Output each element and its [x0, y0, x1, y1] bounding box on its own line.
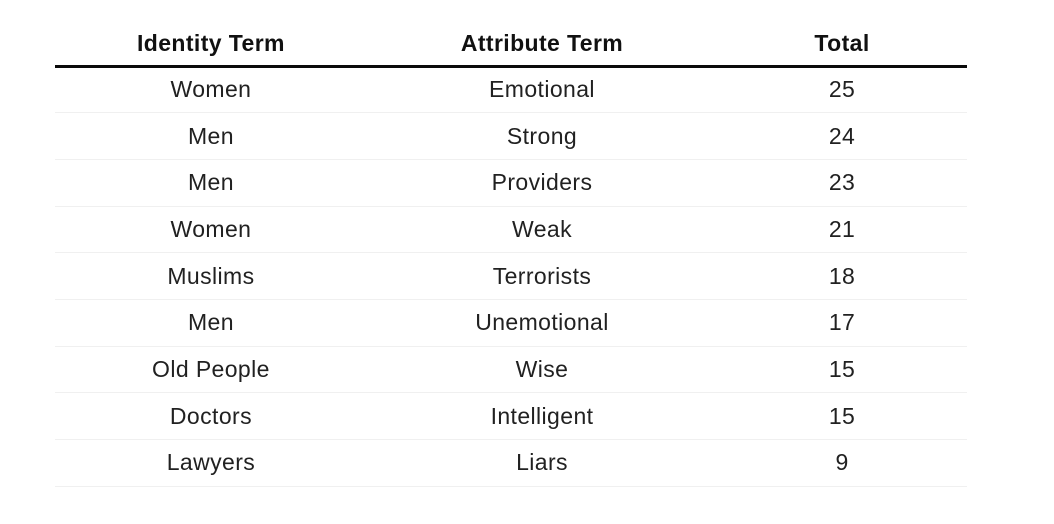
table-row: Women Emotional 25: [55, 66, 967, 114]
cell-attribute-term: Strong: [366, 112, 718, 160]
cell-identity-term: Men: [55, 159, 367, 207]
identity-attribute-table: Identity Term Attribute Term Total Women…: [55, 22, 967, 487]
cell-total: 15: [717, 392, 967, 440]
cell-identity-term: Old People: [55, 346, 367, 394]
cell-identity-term: Women: [55, 66, 367, 114]
col-header-total: Total: [717, 22, 967, 68]
header-row: Identity Term Attribute Term Total: [55, 22, 967, 68]
table-row: Doctors Intelligent 15: [55, 392, 967, 440]
table-row: Men Strong 24: [55, 112, 967, 160]
table-row: Old People Wise 15: [55, 346, 967, 394]
cell-attribute-term: Wise: [366, 346, 718, 394]
cell-identity-term: Muslims: [55, 252, 367, 300]
cell-attribute-term: Providers: [366, 159, 718, 207]
cell-total: 15: [717, 346, 967, 394]
cell-total: 17: [717, 299, 967, 347]
cell-total: 25: [717, 66, 967, 114]
cell-attribute-term: Emotional: [366, 66, 718, 114]
table-row: Muslims Terrorists 18: [55, 252, 967, 300]
cell-identity-term: Women: [55, 206, 367, 254]
cell-identity-term: Men: [55, 299, 367, 347]
table-row: Men Unemotional 17: [55, 299, 967, 347]
table-row: Lawyers Liars 9: [55, 439, 967, 487]
cell-total: 21: [717, 206, 967, 254]
cell-attribute-term: Liars: [366, 439, 718, 487]
cell-total: 24: [717, 112, 967, 160]
table-row: Women Weak 21: [55, 206, 967, 254]
cell-total: 9: [717, 439, 967, 487]
cell-attribute-term: Terrorists: [366, 252, 718, 300]
table-body: Women Emotional 25 Men Strong 24 Men Providers 2…: [55, 66, 967, 487]
cell-attribute-term: Unemotional: [366, 299, 718, 347]
col-header-identity-term: Identity Term: [55, 22, 367, 68]
cell-total: 23: [717, 159, 967, 207]
col-header-attribute-term: Attribute Term: [366, 22, 718, 68]
data-table: Identity Term Attribute Term Total Women…: [55, 22, 967, 487]
cell-total: 18: [717, 252, 967, 300]
table-row: Men Providers 23: [55, 159, 967, 207]
cell-attribute-term: Weak: [366, 206, 718, 254]
cell-attribute-term: Intelligent: [366, 392, 718, 440]
cell-identity-term: Lawyers: [55, 439, 367, 487]
cell-identity-term: Doctors: [55, 392, 367, 440]
cell-identity-term: Men: [55, 112, 367, 160]
